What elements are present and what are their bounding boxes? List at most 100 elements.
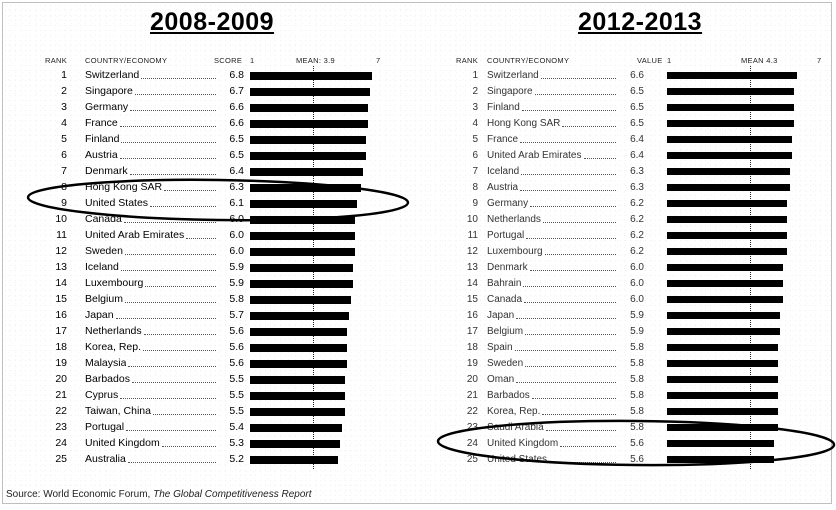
table-row: 19 Malaysia 5.6 <box>0 356 836 371</box>
table-row: 18 Spain 5.8 <box>0 340 836 355</box>
value-label: 5.8 <box>630 342 644 354</box>
country-label: Luxembourg <box>85 277 144 290</box>
bar <box>250 264 353 273</box>
bar <box>667 280 783 288</box>
header-rank: RANK <box>45 56 68 65</box>
country-label: Bahrain <box>487 278 522 290</box>
table-row: 21 Cyprus 5.5 <box>0 388 836 403</box>
country-label: Portugal <box>487 230 525 242</box>
table-row: 10 Netherlands 6.2 <box>0 212 836 227</box>
table-row: 6 Austria 6.5 <box>0 148 836 163</box>
rank-label: 3 <box>61 101 67 114</box>
dot-leader <box>143 350 216 352</box>
table-row: 20 Barbados 5.5 <box>0 372 836 387</box>
rank-label: 16 <box>466 310 478 322</box>
bar <box>667 120 795 128</box>
value-label: 6.4 <box>630 150 644 162</box>
dot-leader <box>545 430 616 432</box>
bar <box>250 104 368 113</box>
table-row: 5 France 6.4 <box>0 132 836 147</box>
axis-max-tick-label: 7 <box>376 56 381 65</box>
dot-leader <box>583 158 616 160</box>
rank-label: 22 <box>55 405 67 418</box>
value-label: 5.7 <box>229 309 244 322</box>
table-row: 16 Japan 5.9 <box>0 308 836 323</box>
rank-label: 24 <box>55 437 67 450</box>
rank-label: 4 <box>61 117 67 130</box>
rank-label: 13 <box>466 262 478 274</box>
table-row: 7 Iceland 6.3 <box>0 164 836 179</box>
table-row: 1 Switzerland 6.6 <box>0 68 836 83</box>
rank-label: 2 <box>472 86 478 98</box>
country-label: Switzerland <box>85 69 140 81</box>
dot-leader <box>152 414 216 416</box>
dot-leader <box>525 334 616 336</box>
dot-leader <box>523 286 616 288</box>
country-label: Germany <box>85 101 129 114</box>
dot-leader <box>534 94 616 96</box>
table-row: 19 Sweden 5.8 <box>0 356 836 371</box>
bar <box>667 344 779 352</box>
country-label: Hong Kong SAR <box>487 118 561 130</box>
rank-label: 12 <box>55 245 67 258</box>
axis-max-tick-label: 7 <box>817 56 822 65</box>
country-label: Denmark <box>487 262 528 274</box>
dot-leader <box>520 190 616 192</box>
rank-label: 2 <box>61 85 67 98</box>
value-label: 5.6 <box>229 357 244 370</box>
bar <box>250 88 370 97</box>
country-label: Singapore <box>85 85 133 98</box>
bar <box>667 216 788 224</box>
bar <box>250 312 349 321</box>
table-row: 5 Finland 6.5 <box>0 132 836 147</box>
dot-leader <box>143 334 216 336</box>
country-label: Oman <box>487 374 515 386</box>
dot-leader <box>516 318 616 320</box>
rank-label: 13 <box>55 261 67 274</box>
value-label: 5.8 <box>229 293 244 306</box>
bar <box>667 360 779 368</box>
dot-leader <box>521 174 616 176</box>
bar <box>667 408 779 416</box>
dot-leader <box>540 78 616 79</box>
table-row: 1 Switzerland 6.8 <box>0 68 836 83</box>
table-row: 14 Luxembourg 5.9 <box>0 276 836 291</box>
value-label: 5.8 <box>630 374 644 386</box>
rank-label: 14 <box>55 277 67 290</box>
header-value: SCORE <box>214 56 243 65</box>
rank-label: 23 <box>466 422 478 434</box>
rank-label: 5 <box>472 134 478 146</box>
bar <box>667 312 781 320</box>
dot-leader <box>119 126 216 128</box>
dot-leader <box>124 302 216 304</box>
bar <box>667 248 788 256</box>
table-row: 22 Korea, Rep. 5.8 <box>0 404 836 419</box>
dot-leader <box>530 206 616 208</box>
dot-leader <box>119 158 216 160</box>
country-label: Austria <box>487 182 519 194</box>
value-label: 5.8 <box>630 422 644 434</box>
country-label: Belgium <box>487 326 524 338</box>
country-label: United Arab Emirates <box>85 229 185 242</box>
country-label: Japan <box>487 310 515 322</box>
rank-label: 6 <box>472 150 478 162</box>
country-label: Spain <box>487 342 513 354</box>
value-label: 5.9 <box>229 261 244 274</box>
country-label: Malaysia <box>85 357 127 370</box>
table-row: 18 Korea, Rep. 5.6 <box>0 340 836 355</box>
dot-leader <box>560 446 616 448</box>
chart-title-2012-2013: 2012-2013 <box>578 8 703 36</box>
dot-leader <box>145 286 216 288</box>
dot-leader <box>134 94 216 96</box>
bar <box>250 408 345 417</box>
source-prefix: Source: World Economic Forum, <box>6 489 154 500</box>
value-label: 5.6 <box>229 341 244 354</box>
table-row: 13 Iceland 5.9 <box>0 260 836 275</box>
country-label: Switzerland <box>487 70 539 81</box>
value-label: 6.4 <box>630 134 644 146</box>
value-label: 5.8 <box>630 406 644 418</box>
value-label: 6.5 <box>630 118 644 130</box>
table-row: 6 United Arab Emirates 6.4 <box>0 148 836 163</box>
table-row: 21 Barbados 5.8 <box>0 388 836 403</box>
dot-leader <box>120 398 216 400</box>
